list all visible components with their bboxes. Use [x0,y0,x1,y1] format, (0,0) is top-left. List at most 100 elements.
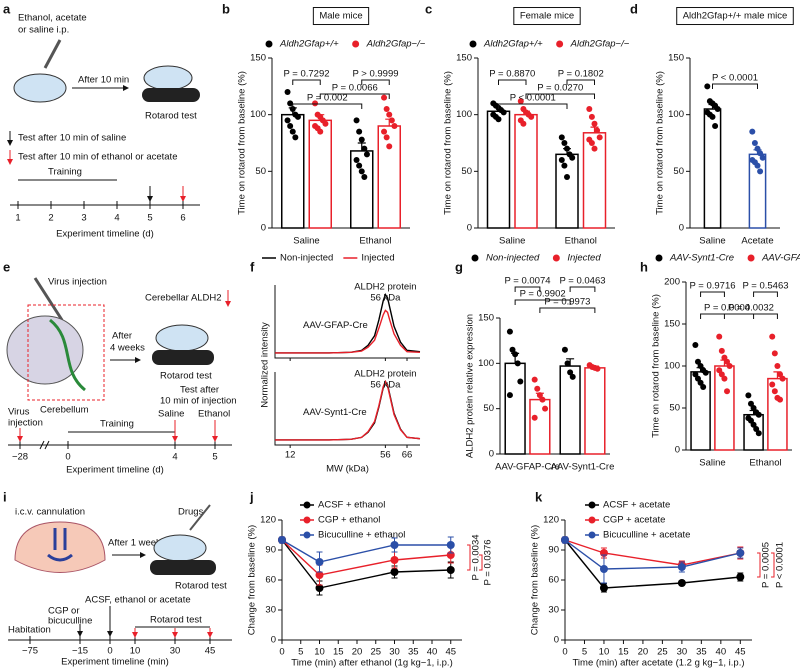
y-tick-label: 200 [664,277,680,288]
panel-label: j [249,489,254,504]
series-line [564,539,741,589]
data-point [509,346,516,353]
legend-marker [588,501,596,509]
legend-label: Aldh2Gfap+/+ [483,39,543,50]
significance-bracket [361,79,390,85]
significance-bracket [514,299,571,305]
bar [377,125,401,229]
p-value: P < 0.0001 [510,93,556,104]
data-point [771,350,778,357]
significance-bracket [566,79,595,85]
subplot-label: AAV-Synt1-Cre [303,407,367,418]
data-point [534,385,541,392]
data-point [278,536,286,544]
series-line [281,539,451,563]
data-point [558,134,565,141]
label: Ethanol, acetate [18,13,87,24]
x-tick-label: 40 [427,647,438,658]
y-tick-label: 0 [261,223,266,234]
mouse [153,534,207,562]
data-point [596,134,603,141]
data-point [388,117,395,124]
label: or saline i.p. [18,25,69,36]
y-tick-label: 0 [467,223,472,234]
y-tick-label: 0 [271,635,276,646]
timeline-tick: 6 [180,213,185,224]
legend-marker [471,254,479,262]
y-axis-label: Time on rotarod from baseline (%) [237,71,248,215]
label: Drugs [178,507,204,518]
axes [274,285,420,359]
data-point [383,106,390,112]
x-tick-label: 0 [562,647,567,658]
timeline-tick: 45 [205,646,216,657]
panel-letters: a b c d e f g h i j k [3,1,648,504]
label: ACSF, ethanol or acetate [85,595,191,606]
data-point [446,566,455,574]
title-box [312,7,370,26]
timeline-ticks [17,201,184,209]
title-box [676,7,794,26]
x-tick-label: 35 [408,647,419,658]
y-tick-label: 90 [265,545,276,556]
axes [274,372,420,446]
significance-bracket [467,544,471,571]
x-tick-label: 45 [735,647,746,658]
significance-bracket [712,83,758,89]
data-point [700,384,707,390]
p-value: P = 0.9973 [544,297,590,308]
data-point [287,100,294,107]
diagram-i: i.c.v. cannulation After 1 week Drugs Ro… [8,504,232,668]
syringe [189,504,211,531]
series-line [281,539,451,576]
data-point [517,98,524,105]
timeline-tick: 10 [130,646,141,657]
p-value: P = 0.0032 [728,303,774,314]
legend-label: AAV-GFAP-Cre [761,253,800,264]
annotation: 56 kDa [370,380,401,391]
bar [559,365,581,455]
x-tick-label: 0 [279,647,284,658]
timeline-tick: 4 [114,213,119,224]
x-tick-label: 56 [380,450,391,461]
label: Virus injection [48,277,107,288]
y-tick-label: 150 [478,313,494,324]
data-point [514,360,521,367]
data-point [588,113,595,120]
label: Rotarod test [160,371,212,382]
label: Training [48,167,82,178]
panel-label: c [425,1,432,16]
timeline-tick: −75 [22,646,38,657]
data-point [779,375,786,382]
data-point [749,128,756,135]
rotarod [152,350,214,365]
data-point [315,584,324,592]
p-value: P < 0.0001 [775,542,786,588]
timeline-ticks [29,636,211,644]
diagram-e: Virus injection Cerebellum After 4 weeks… [6,277,237,476]
significance-bracket [319,93,390,99]
data-point [315,571,324,579]
data-point [569,154,576,161]
significance-bracket [700,313,755,319]
data-point [716,333,723,340]
x-tick-label: AAV-GFAP-Cre [495,462,560,473]
timeline-tick: 3 [81,213,86,224]
mouse [155,324,209,352]
virus-track [49,318,86,392]
data-point [751,140,758,146]
x-tick-label: 10 [599,647,610,658]
chart-title: Aldh2Gfap+/+ male mice [683,11,788,22]
data-point [356,162,363,169]
panel-label: b [222,1,230,16]
label: injection [8,418,43,429]
annotation: ALDH2 protein [354,369,416,380]
timeline-tick: 0 [107,646,112,657]
x-tick-label: 12 [285,450,296,461]
panel-label: k [535,489,543,504]
timeline-tick: 30 [170,646,181,657]
x-tick-label: 40 [716,647,727,658]
data-point [718,347,725,354]
data-point [594,365,601,372]
